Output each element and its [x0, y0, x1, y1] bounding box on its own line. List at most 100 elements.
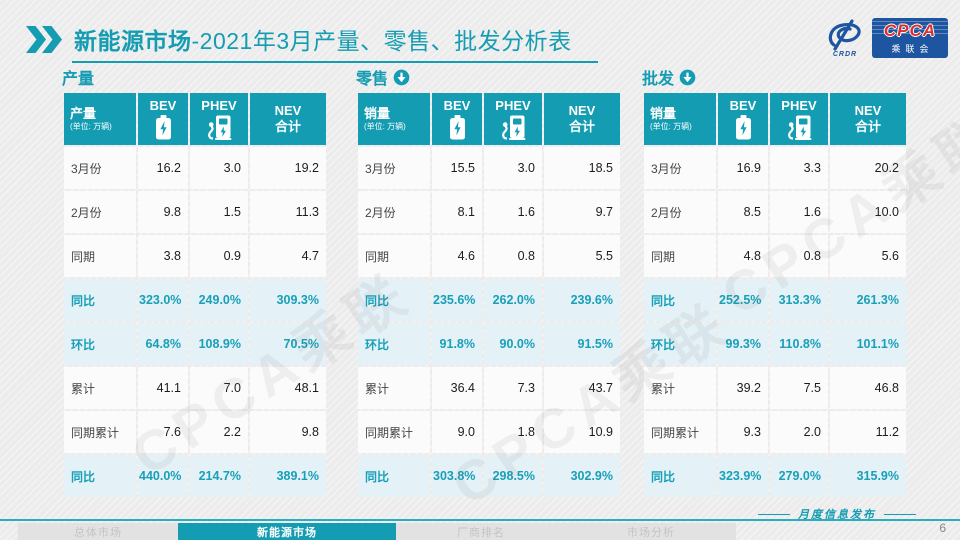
section-label: 产量 — [62, 71, 95, 88]
cell-value: 16.2 — [138, 147, 188, 189]
cell-value: 262.0% — [484, 279, 542, 321]
nav-tab-3[interactable]: 市场分析 — [566, 523, 736, 540]
cell-value: 99.3% — [718, 323, 768, 365]
row-label: 2月份 — [64, 191, 136, 233]
cpca-org-name: 乘联会 — [891, 44, 934, 54]
row-label: 同比 — [358, 455, 430, 497]
row-label: 环比 — [64, 323, 136, 365]
table-row: 同期 3.8 0.9 4.7 — [64, 235, 326, 277]
col-header-bev: BEV — [718, 93, 768, 145]
table-row: 同期累计 7.6 2.2 9.8 — [64, 411, 326, 453]
cell-value: 16.9 — [718, 147, 768, 189]
cell-value: 10.9 — [544, 411, 620, 453]
cell-value: 91.5% — [544, 323, 620, 365]
cell-value: 36.4 — [432, 367, 482, 409]
cell-value: 3.8 — [138, 235, 188, 277]
cell-value: 239.6% — [544, 279, 620, 321]
col-header-bev: BEV — [138, 93, 188, 145]
col-header-nev: NEV 合计 — [250, 93, 326, 145]
table-row: 同比 235.6% 262.0% 239.6% — [358, 279, 620, 321]
col-header-phev: PHEV — [770, 93, 828, 145]
corner-header-cell: 产量 (单位: 万辆) — [64, 93, 136, 145]
cell-value: 2.2 — [190, 411, 248, 453]
cell-value: 0.9 — [190, 235, 248, 277]
nav-tab-2[interactable]: 厂商排名 — [396, 523, 566, 540]
section-label: 零售 — [356, 71, 389, 88]
cell-value: 46.8 — [830, 367, 906, 409]
cell-value: 70.5% — [250, 323, 326, 365]
col-header-nev-line1: NEV — [568, 103, 596, 119]
row-label: 累计 — [358, 367, 430, 409]
section-header-retail: 零售 — [356, 66, 622, 88]
table-measure-label: 销量 — [650, 105, 677, 121]
table-row: 同比 323.9% 279.0% 315.9% — [644, 455, 906, 497]
cell-value: 9.3 — [718, 411, 768, 453]
row-label: 同期 — [644, 235, 716, 277]
cell-value: 43.7 — [544, 367, 620, 409]
row-label: 同期累计 — [644, 411, 716, 453]
cell-value: 4.8 — [718, 235, 768, 277]
footer-divider — [0, 519, 960, 521]
table-row: 2月份 8.5 1.6 10.0 — [644, 191, 906, 233]
cell-value: 20.2 — [830, 147, 906, 189]
charging-station-icon — [501, 115, 525, 141]
cell-value: 110.8% — [770, 323, 828, 365]
cell-value: 7.5 — [770, 367, 828, 409]
table-row: 同期 4.6 0.8 5.5 — [358, 235, 620, 277]
col-header-nev: NEV 合计 — [544, 93, 620, 145]
page-title: 新能源市场-2021年3月产量、零售、批发分析表 — [72, 22, 598, 63]
swirl-icon — [828, 18, 861, 51]
table-row: 2月份 8.1 1.6 9.7 — [358, 191, 620, 233]
section-production: 产量 产量 (单位: 万辆) BEV PHEV NEV 合计 3月份 16.2 3.0 19.2 2月… — [62, 66, 328, 499]
cell-value: 108.9% — [190, 323, 248, 365]
cell-value: 0.8 — [484, 235, 542, 277]
table-row: 累计 39.2 7.5 46.8 — [644, 367, 906, 409]
cell-value: 11.2 — [830, 411, 906, 453]
col-header-phev-label: PHEV — [201, 97, 237, 113]
col-header-phev: PHEV — [484, 93, 542, 145]
cell-value: 9.8 — [250, 411, 326, 453]
cell-value: 64.8% — [138, 323, 188, 365]
section-wholesale: 批发 销量 (单位: 万辆) BEV PHEV NEV 合计 3月份 16.9 3.3 20.2 2月… — [642, 66, 908, 499]
cpca-wordmark: CPCA 乘联会 — [872, 18, 948, 58]
table-row: 同期 4.8 0.8 5.6 — [644, 235, 906, 277]
battery-icon — [735, 114, 751, 140]
release-rule-left — [758, 513, 790, 515]
row-label: 同期累计 — [64, 411, 136, 453]
table-unit-label: (单位: 万辆) — [70, 122, 112, 132]
row-label: 2月份 — [358, 191, 430, 233]
nav-tab-0[interactable]: 总体市场 — [18, 523, 178, 540]
page-number: 6 — [939, 521, 946, 535]
cell-value: 4.6 — [432, 235, 482, 277]
cell-value: 9.8 — [138, 191, 188, 233]
cell-value: 39.2 — [718, 367, 768, 409]
col-header-nev-line1: NEV — [274, 103, 302, 119]
cell-value: 2.0 — [770, 411, 828, 453]
table-unit-label: (单位: 万辆) — [650, 122, 692, 132]
nav-tab-1[interactable]: 新能源市场 — [178, 523, 396, 540]
cell-value: 323.0% — [138, 279, 188, 321]
col-header-bev-label: BEV — [729, 98, 757, 114]
cell-value: 1.8 — [484, 411, 542, 453]
cell-value: 9.7 — [544, 191, 620, 233]
table-header-row: 销量 (单位: 万辆) BEV PHEV NEV 合计 — [358, 93, 620, 145]
cell-value: 313.3% — [770, 279, 828, 321]
cpca-emblem: CRDR — [822, 18, 868, 58]
cell-value: 19.2 — [250, 147, 326, 189]
data-table-production: 产量 (单位: 万辆) BEV PHEV NEV 合计 3月份 16.2 3.0 19.2 2月份 9… — [62, 91, 328, 499]
row-label: 2月份 — [644, 191, 716, 233]
row-label: 累计 — [644, 367, 716, 409]
emblem-caption: CRDR — [832, 50, 858, 58]
cell-value: 8.5 — [718, 191, 768, 233]
cell-value: 3.0 — [190, 147, 248, 189]
cell-value: 7.0 — [190, 367, 248, 409]
col-header-bev-label: BEV — [149, 98, 177, 114]
cell-value: 18.5 — [544, 147, 620, 189]
cell-value: 4.7 — [250, 235, 326, 277]
row-label: 同比 — [644, 279, 716, 321]
table-row: 环比 99.3% 110.8% 101.1% — [644, 323, 906, 365]
cell-value: 11.3 — [250, 191, 326, 233]
cell-value: 101.1% — [830, 323, 906, 365]
table-header-row: 产量 (单位: 万辆) BEV PHEV NEV 合计 — [64, 93, 326, 145]
row-label: 环比 — [358, 323, 430, 365]
